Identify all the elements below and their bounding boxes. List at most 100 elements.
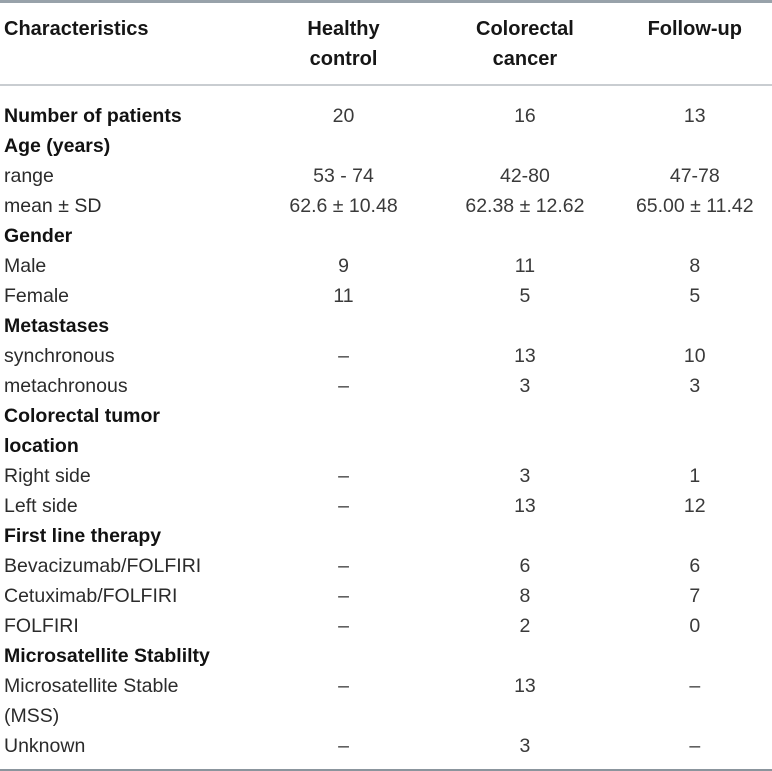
cell-value xyxy=(432,221,617,251)
col-header-colorectal-cancer: Colorectal cancer xyxy=(432,1,618,86)
row-label: Bevacizumab/FOLFIRI xyxy=(4,555,202,577)
table-row: mean ± SD 62.6 ± 10.48 62.38 ± 12.62 65.00 … xyxy=(0,191,772,221)
cell-value: 0 xyxy=(689,615,701,637)
cell-value: 13 xyxy=(514,345,536,367)
row-label: metachronous xyxy=(4,375,128,397)
table-row: range 53 - 74 42-80 47-78 xyxy=(0,161,772,191)
cell-value: 3 xyxy=(519,735,531,757)
cell-value: – xyxy=(338,495,349,517)
row-label: FOLFIRI xyxy=(4,615,79,637)
cell-value: 8 xyxy=(519,585,531,607)
cell-value: – xyxy=(338,675,349,697)
cell-value xyxy=(255,401,433,461)
cell-value: 5 xyxy=(519,285,531,307)
table-row: Microsatellite Stablilty xyxy=(0,641,772,671)
cell-value: 62.6 ± 10.48 xyxy=(289,195,398,217)
row-label: Female xyxy=(4,285,70,307)
row-label: Number of patients xyxy=(4,105,182,127)
table-body: Number of patients 20 16 13 Age (years) range… xyxy=(0,85,772,770)
cell-value: – xyxy=(338,345,349,367)
table-row: Right side – 3 1 xyxy=(0,461,772,491)
cell-value: 10 xyxy=(683,345,706,367)
cell-value: – xyxy=(689,735,701,757)
cell-value: – xyxy=(689,675,701,697)
cell-value: 3 xyxy=(689,375,701,397)
cell-value: 9 xyxy=(338,255,349,277)
cell-value: 12 xyxy=(683,495,706,517)
cell-value xyxy=(618,401,772,461)
row-label: range xyxy=(4,165,54,187)
col-header-characteristics: Characteristics xyxy=(0,1,255,86)
cell-value: 1 xyxy=(689,465,701,487)
cell-value: 13 xyxy=(683,105,706,127)
cell-value: 6 xyxy=(519,555,531,577)
cell-value: 6 xyxy=(689,555,701,577)
cell-value: 65.00 ± 11.42 xyxy=(635,195,754,217)
cell-value: – xyxy=(338,585,349,607)
table-row: Colorectal tumor location xyxy=(0,401,772,461)
cell-value: – xyxy=(338,615,349,637)
row-label: Male xyxy=(4,255,47,277)
cell-value: – xyxy=(338,465,349,487)
table-row: Left side – 13 12 xyxy=(0,491,772,521)
cell-value: 5 xyxy=(689,285,701,307)
table-row: Gender xyxy=(0,221,772,251)
cell-value: – xyxy=(338,375,349,397)
table-row: Age (years) xyxy=(0,131,772,161)
col-header-follow-up: Follow-up xyxy=(617,1,772,86)
table-row: Microsatellite Stable (MSS) – 13 – xyxy=(0,671,772,731)
cell-value xyxy=(618,311,772,341)
cell-value: 13 xyxy=(514,495,536,517)
col-header-healthy-control: Healthy control xyxy=(254,1,433,86)
cell-value xyxy=(432,521,617,551)
cell-value: 42-80 xyxy=(499,165,550,187)
cell-value: 16 xyxy=(514,105,536,127)
row-label: Microsatellite Stablilty xyxy=(4,645,210,667)
cell-value: 47-78 xyxy=(669,165,720,187)
row-label: Cetuximab/FOLFIRI xyxy=(4,585,178,607)
table-row: Unknown – 3 – xyxy=(0,731,772,770)
cell-value: 2 xyxy=(519,615,531,637)
cell-value xyxy=(255,221,433,251)
cell-value: 7 xyxy=(689,585,701,607)
table-header: Characteristics Healthy control Colorect… xyxy=(0,1,772,86)
header-row: Characteristics Healthy control Colorect… xyxy=(0,1,772,86)
row-label: Gender xyxy=(4,225,73,247)
row-label: Left side xyxy=(4,495,78,517)
row-label: mean ± SD xyxy=(4,195,102,217)
table-row: FOLFIRI – 2 0 xyxy=(0,611,772,641)
cell-value: 20 xyxy=(332,105,355,127)
table-row: First line therapy xyxy=(0,521,772,551)
cell-value xyxy=(255,521,433,551)
cell-value: 3 xyxy=(519,375,531,397)
row-label: Age (years) xyxy=(4,135,111,157)
cell-value xyxy=(255,131,433,161)
cell-value: – xyxy=(338,555,349,577)
cell-value: 13 xyxy=(514,675,536,697)
row-label: Metastases xyxy=(4,315,110,337)
cell-value: – xyxy=(338,735,349,757)
cell-value: 3 xyxy=(519,465,531,487)
cell-value xyxy=(618,221,772,251)
cell-value xyxy=(255,641,433,671)
cell-value: 11 xyxy=(514,255,536,277)
cell-value: 62.38 ± 12.62 xyxy=(465,195,585,217)
row-label: Microsatellite Stable (MSS) xyxy=(4,675,179,727)
table-row: Metastases xyxy=(0,311,772,341)
cell-value xyxy=(618,131,772,161)
cell-value xyxy=(255,311,433,341)
cell-value xyxy=(432,311,617,341)
cell-value: 11 xyxy=(333,285,354,307)
table-row: Number of patients 20 16 13 xyxy=(0,85,772,131)
table-row: Cetuximab/FOLFIRI – 8 7 xyxy=(0,581,772,611)
table-row: Bevacizumab/FOLFIRI – 6 6 xyxy=(0,551,772,581)
row-label: synchronous xyxy=(4,345,115,367)
cell-value xyxy=(618,641,772,671)
table-row: Female 11 5 5 xyxy=(0,281,772,311)
table-row: metachronous – 3 3 xyxy=(0,371,772,401)
row-label: Right side xyxy=(4,465,91,487)
table-row: Male 9 11 8 xyxy=(0,251,772,281)
cell-value xyxy=(618,521,772,551)
